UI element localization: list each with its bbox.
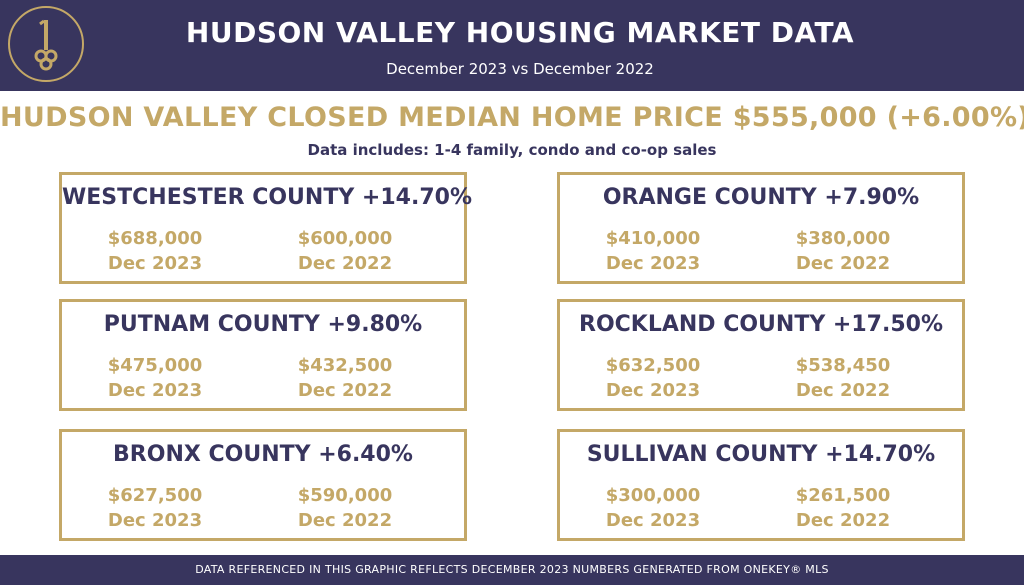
- county-card-westchester: WESTCHESTER COUNTY +14.70% $688,000 Dec …: [59, 172, 472, 284]
- price-2023: $300,000: [605, 485, 701, 506]
- page-subtitle: December 2023 vs December 2022: [386, 60, 654, 78]
- date-2023: Dec 2023: [605, 510, 701, 531]
- county-title: ROCKLAND COUNTY +17.50%: [579, 312, 943, 337]
- page-title: HUDSON VALLEY HOUSING MARKET DATA: [185, 16, 855, 49]
- county-title: BRONX COUNTY +6.40%: [113, 442, 413, 467]
- price-2022: $261,500: [795, 485, 891, 506]
- price-2022: $600,000: [297, 228, 393, 249]
- county-title: ORANGE COUNTY +7.90%: [602, 185, 920, 210]
- source-note: DATA REFERENCED IN THIS GRAPHIC REFLECTS…: [195, 563, 829, 576]
- date-2022: Dec 2022: [795, 510, 891, 531]
- county-title: PUTNAM COUNTY +9.80%: [103, 312, 423, 337]
- price-2023: $688,000: [107, 228, 203, 249]
- date-2023: Dec 2023: [605, 380, 701, 401]
- logo: [8, 6, 84, 82]
- date-2022: Dec 2022: [297, 380, 393, 401]
- date-2022: Dec 2022: [297, 510, 393, 531]
- median-price-headline: HUDSON VALLEY CLOSED MEDIAN HOME PRICE $…: [0, 102, 1024, 133]
- date-2023: Dec 2023: [107, 253, 203, 274]
- date-2022: Dec 2022: [795, 253, 891, 274]
- data-scope-note: Data includes: 1-4 family, condo and co-…: [307, 141, 717, 159]
- county-title: WESTCHESTER COUNTY +14.70%: [62, 185, 472, 210]
- date-2022: Dec 2022: [795, 380, 891, 401]
- county-card-putnam: PUTNAM COUNTY +9.80% $475,000 Dec 2023 $…: [59, 299, 467, 411]
- county-card-rockland: ROCKLAND COUNTY +17.50% $632,500 Dec 202…: [557, 299, 965, 411]
- price-2022: $380,000: [795, 228, 891, 249]
- county-card-bronx: BRONX COUNTY +6.40% $627,500 Dec 2023 $5…: [59, 429, 467, 541]
- price-2023: $627,500: [107, 485, 203, 506]
- price-2023: $410,000: [605, 228, 701, 249]
- price-2023: $632,500: [605, 355, 701, 376]
- price-2022: $432,500: [297, 355, 393, 376]
- header-banner: HUDSON VALLEY HOUSING MARKET DATA Decemb…: [0, 0, 1024, 91]
- county-card-sullivan: SULLIVAN COUNTY +14.70% $300,000 Dec 202…: [557, 429, 965, 541]
- price-2022: $538,450: [795, 355, 891, 376]
- date-2023: Dec 2023: [107, 510, 203, 531]
- date-2023: Dec 2023: [605, 253, 701, 274]
- county-title: SULLIVAN COUNTY +14.70%: [586, 442, 936, 467]
- price-2022: $590,000: [297, 485, 393, 506]
- date-2023: Dec 2023: [107, 380, 203, 401]
- footer-banner: DATA REFERENCED IN THIS GRAPHIC REFLECTS…: [0, 555, 1024, 585]
- price-2023: $475,000: [107, 355, 203, 376]
- county-card-orange: ORANGE COUNTY +7.90% $410,000 Dec 2023 $…: [557, 172, 965, 284]
- key-monogram-icon: [34, 19, 58, 71]
- date-2022: Dec 2022: [297, 253, 393, 274]
